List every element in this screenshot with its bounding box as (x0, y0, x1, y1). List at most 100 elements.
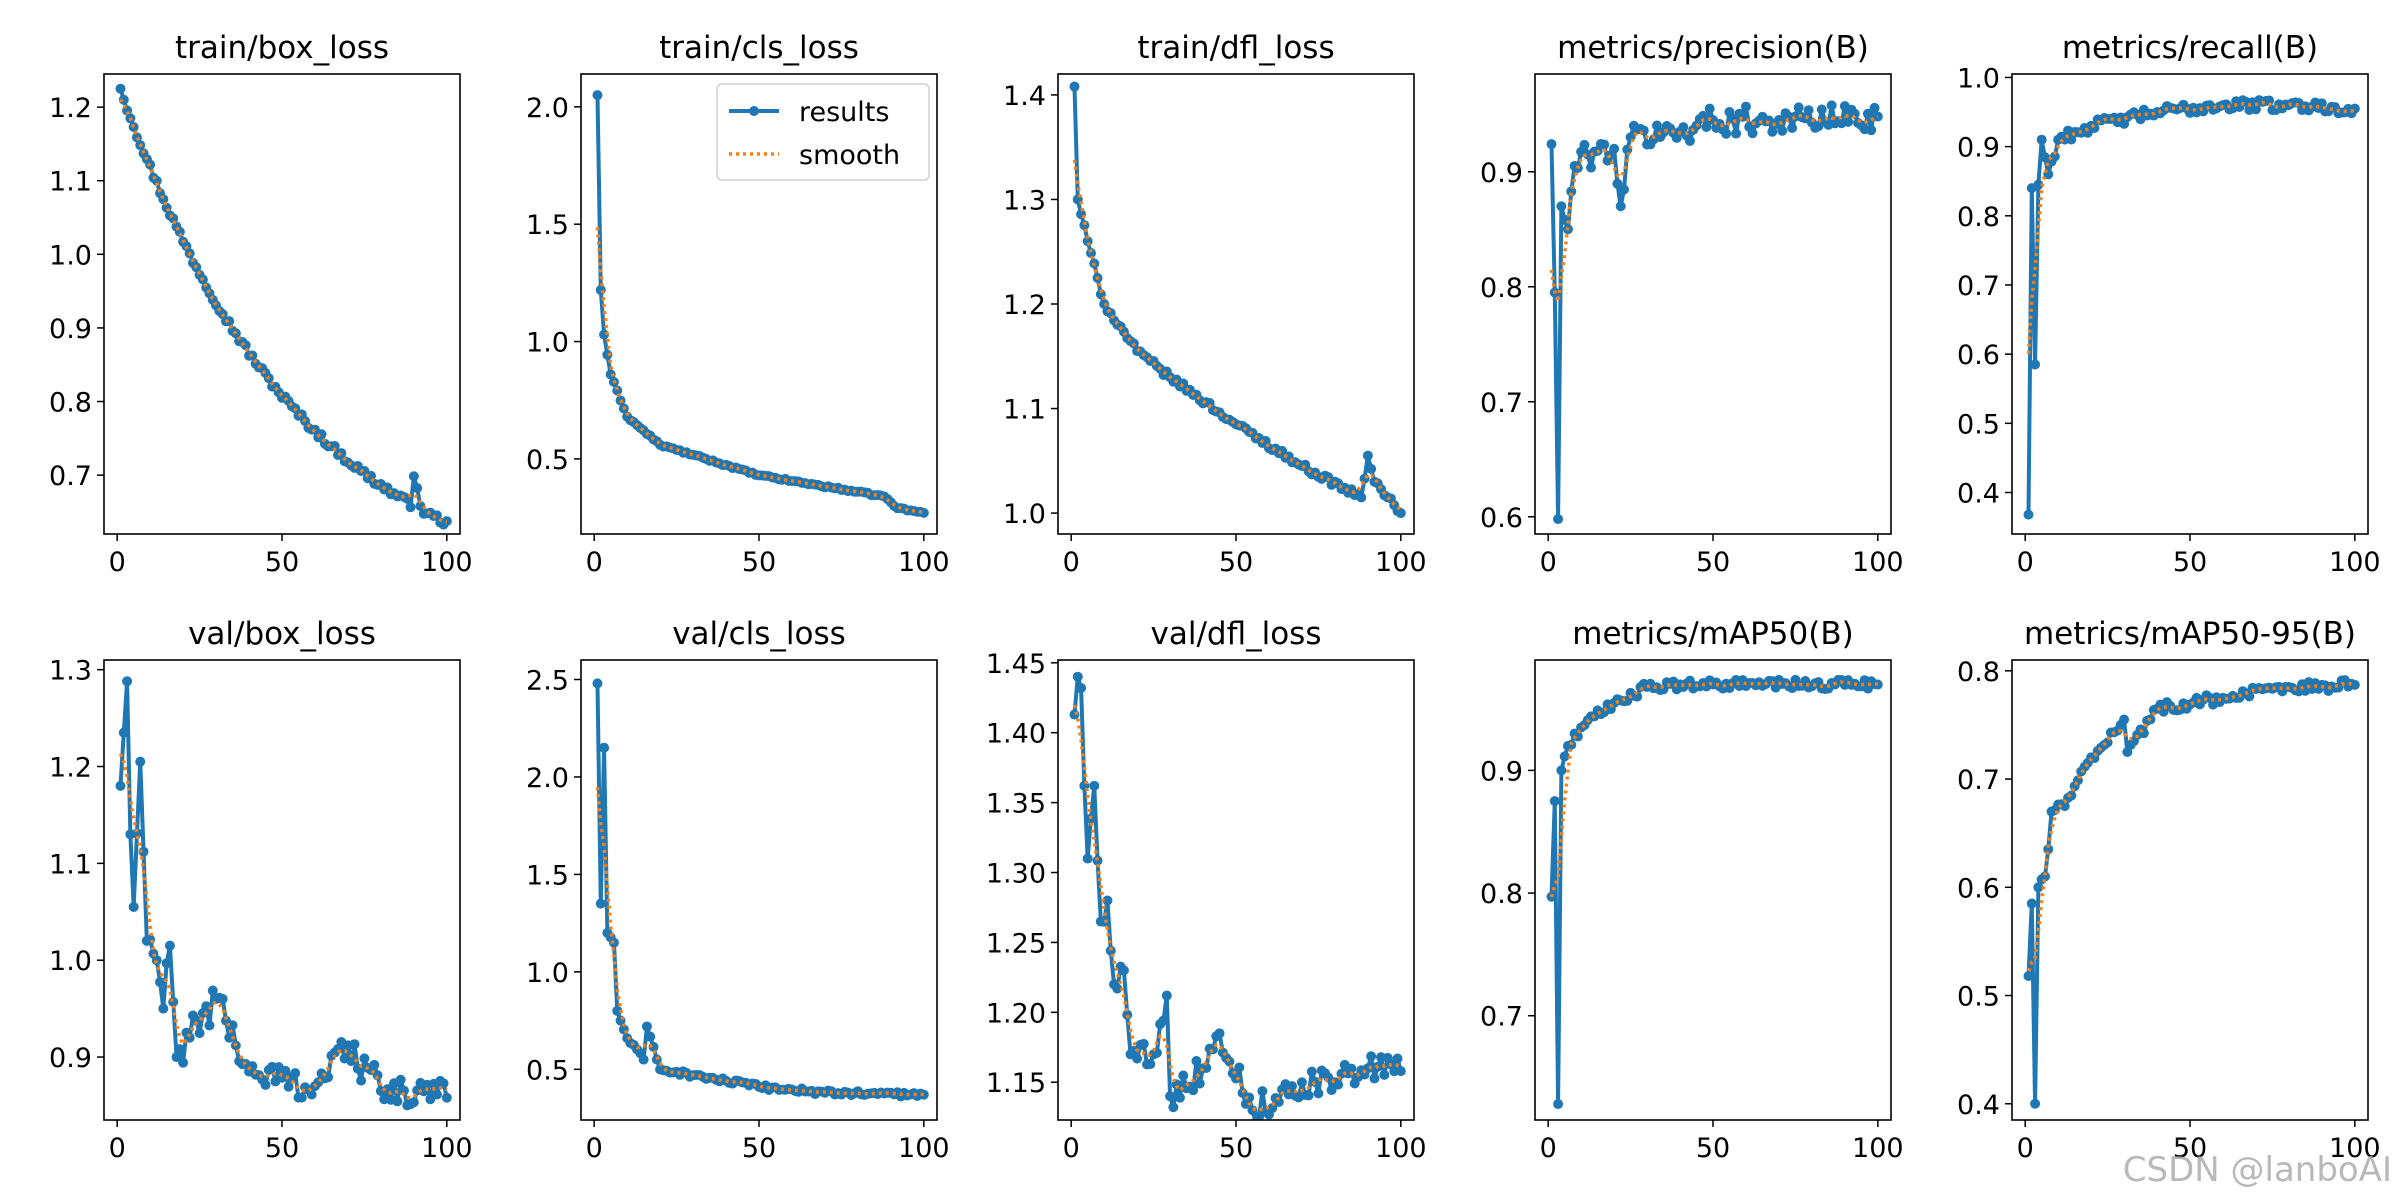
results-point (1612, 178, 1623, 189)
subplot-title: metrics/mAP50-95(B) (2024, 616, 2356, 652)
smooth-series-line (595, 227, 924, 514)
results-point (641, 1021, 652, 1032)
x-tick-label: 0 (586, 547, 603, 578)
axes-frame (103, 659, 461, 1121)
results-point (161, 958, 172, 969)
results-point (592, 90, 603, 101)
results-point (280, 1065, 291, 1076)
results-point (122, 676, 133, 687)
x-tick-label: 50 (1219, 547, 1253, 578)
subplot-8: metrics/mAP50(B) 0 50 100 0.7 0.8 0.9 (1480, 616, 1904, 1164)
results-point (1072, 671, 1083, 682)
y-tick-label: 0.5 (1957, 982, 2000, 1013)
results-point (2049, 151, 2060, 162)
results-point (638, 1054, 649, 1065)
axes-frame (2011, 659, 2369, 1121)
results-point (1069, 81, 1080, 92)
y-tick-label: 0.6 (1480, 503, 1523, 534)
subplot-1: train/cls_loss 0 50 100 0.5 1.0 1.5 2.0 results s… (526, 30, 950, 578)
x-tick-label: 100 (1375, 1133, 1427, 1164)
y-tick-label: 1.30 (986, 859, 1046, 890)
results-point (171, 1052, 182, 1063)
y-tick-label: 2.5 (526, 665, 569, 696)
results-point (1615, 201, 1626, 212)
x-tick-label: 50 (742, 547, 776, 578)
results-point (2039, 871, 2050, 882)
results-point (1102, 895, 1113, 906)
results-point (408, 1097, 419, 1108)
results-point (1296, 1077, 1307, 1088)
y-tick-label: 0.4 (1957, 478, 2000, 509)
results-point (1366, 463, 1377, 474)
axes-frame (1057, 659, 1415, 1121)
results-point (1092, 855, 1103, 866)
results-point (1168, 1102, 1179, 1113)
results-point (1079, 220, 1090, 231)
results-point (1698, 110, 1709, 121)
results-point (1069, 709, 1080, 720)
results-point (1132, 1053, 1143, 1064)
x-tick-label: 0 (1540, 547, 1557, 578)
results-point (2158, 706, 2169, 717)
x-tick-label: 100 (1852, 547, 1904, 578)
subplot-title: val/cls_loss (672, 616, 846, 652)
results-point (645, 1031, 656, 1042)
y-tick-label: 1.3 (49, 656, 92, 687)
y-tick-label: 0.7 (1957, 271, 2000, 302)
y-tick-label: 0.4 (1957, 1090, 2000, 1121)
results-point (1684, 135, 1695, 146)
results-point (1310, 1076, 1321, 1087)
y-tick-label: 1.40 (986, 719, 1046, 750)
results-point (115, 83, 126, 94)
results-point (115, 780, 126, 791)
x-tick-label: 0 (109, 1133, 126, 1164)
subplot-2: train/dfl_loss 0 50 100 1.0 1.1 1.2 1.3 1.4 (1003, 30, 1427, 578)
x-tick-label: 50 (2173, 547, 2207, 578)
results-point (1306, 1066, 1317, 1077)
results-point (207, 985, 218, 996)
results-point (224, 316, 235, 327)
results-point (2089, 123, 2100, 134)
results-point (918, 1089, 929, 1100)
results-point (438, 1078, 449, 1089)
results-point (2030, 1098, 2041, 1109)
results-point (2119, 714, 2130, 725)
results-point (2026, 898, 2037, 909)
results-point (1326, 1085, 1337, 1096)
y-tick-label: 0.9 (49, 1043, 92, 1074)
results-point (1128, 1045, 1139, 1056)
results-point (408, 471, 419, 482)
plot-area (1546, 100, 1883, 525)
subplot-0: train/box_loss 0 50 100 0.7 0.8 0.9 1.0 1.1 1.2 (49, 30, 473, 578)
legend-smooth-label: smooth (799, 140, 900, 171)
results-point (151, 955, 162, 966)
subplot-3: metrics/precision(B) 0 50 100 0.6 0.7 0.8 0.9 (1480, 30, 1904, 578)
results-point (2036, 134, 2047, 145)
x-tick-label: 100 (1375, 547, 1427, 578)
results-point (164, 940, 175, 951)
y-tick-label: 0.8 (49, 388, 92, 419)
results-point (1721, 128, 1732, 139)
y-tick-label: 1.0 (526, 958, 569, 989)
plot-area (115, 676, 452, 1111)
axes-frame (580, 73, 938, 535)
results-point (1145, 1059, 1156, 1070)
results-series-line (1072, 86, 1402, 515)
y-tick-label: 1.1 (49, 167, 92, 198)
x-tick-label: 100 (898, 1133, 950, 1164)
results-point (1869, 102, 1880, 113)
results-point (1379, 1069, 1390, 1080)
results-point (2059, 801, 2070, 812)
plot-area (592, 678, 929, 1102)
results-point (1619, 184, 1629, 195)
results-point (441, 1092, 452, 1103)
results-point (1346, 1063, 1357, 1074)
y-tick-label: 0.9 (1480, 756, 1523, 787)
results-point (1740, 101, 1751, 112)
results-point (398, 1085, 409, 1096)
smooth-series-line (2026, 681, 2356, 972)
smooth-series-line (1549, 680, 1878, 898)
y-tick-label: 1.20 (986, 998, 1046, 1029)
results-point (1872, 679, 1883, 690)
results-point (1138, 1038, 1149, 1049)
